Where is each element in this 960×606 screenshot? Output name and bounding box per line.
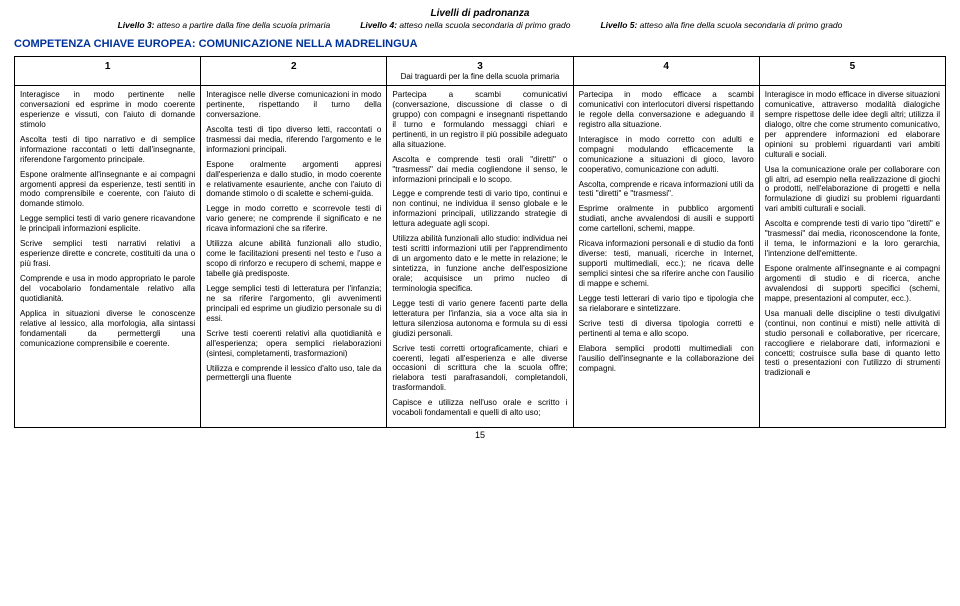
- header-title: Livelli di padronanza: [14, 8, 946, 19]
- page-number: 15: [14, 430, 946, 440]
- paragraph: Ascolta testi di tipo diverso letti, rac…: [206, 125, 381, 155]
- paragraph: Capisce e utilizza nell'uso orale e scri…: [392, 398, 567, 418]
- paragraph: Scrive testi corretti ortograficamente, …: [392, 344, 567, 394]
- paragraph: Usa la comunicazione orale per collabora…: [765, 165, 940, 215]
- paragraph: Legge testi letterari di vario tipo e ti…: [579, 294, 754, 314]
- paragraph: Applica in situazioni diverse le conosce…: [20, 309, 195, 349]
- paragraph: Interagisce in modo efficace in diverse …: [765, 90, 940, 160]
- paragraph: Legge semplici testi di letteratura per …: [206, 284, 381, 324]
- paragraph: Espone oralmente all'insegnante e ai com…: [20, 170, 195, 210]
- paragraph: Ascolta e comprende testi orali "diretti…: [392, 155, 567, 185]
- paragraph: Partecipa a scambi comunicativi (convers…: [392, 90, 567, 150]
- table-row: Interagisce in modo pertinente nelle con…: [15, 86, 946, 428]
- paragraph: Espone oralmente all'insegnante e ai com…: [765, 264, 940, 304]
- header: Livelli di padronanza Livello 3: atteso …: [14, 8, 946, 30]
- paragraph: Esprime oralmente in pubblico argomenti …: [579, 204, 754, 234]
- paragraph: Utilizza e comprende il lessico d'alto u…: [206, 364, 381, 384]
- rubric-table: 1 2 3Dai traguardi per la fine della scu…: [14, 56, 946, 428]
- paragraph: Ascolta, comprende e ricava informazioni…: [579, 180, 754, 200]
- level-3: Livello 3: atteso a partire dalla fine d…: [118, 20, 331, 30]
- paragraph: Ascolta testi di tipo narrativo e di sem…: [20, 135, 195, 165]
- col-header-4: 4: [573, 57, 759, 86]
- paragraph: Utilizza abilità funzionali allo studio:…: [392, 234, 567, 294]
- level-4: Livello 4: atteso nella scuola secondari…: [360, 20, 570, 30]
- paragraph: Utilizza alcune abilità funzionali allo …: [206, 239, 381, 279]
- competenza-title: COMPETENZA CHIAVE EUROPEA: COMUNICAZIONE…: [14, 38, 946, 50]
- col-header-1: 1: [15, 57, 201, 86]
- cell-5: Interagisce in modo efficace in diverse …: [759, 86, 945, 428]
- cell-4: Partecipa in modo efficace a scambi comu…: [573, 86, 759, 428]
- paragraph: Ricava informazioni personali e di studi…: [579, 239, 754, 289]
- paragraph: Comprende e usa in modo appropriato le p…: [20, 274, 195, 304]
- paragraph: Partecipa in modo efficace a scambi comu…: [579, 90, 754, 130]
- paragraph: Legge in modo corretto e scorrevole test…: [206, 204, 381, 234]
- paragraph: Interagisce in modo pertinente nelle con…: [20, 90, 195, 130]
- paragraph: Scrive testi di diversa tipologia corret…: [579, 319, 754, 339]
- paragraph: Legge e comprende testi di vario tipo, c…: [392, 189, 567, 229]
- col-header-2: 2: [201, 57, 387, 86]
- paragraph: Elabora semplici prodotti multimediali c…: [579, 344, 754, 374]
- cell-1: Interagisce in modo pertinente nelle con…: [15, 86, 201, 428]
- col-header-5: 5: [759, 57, 945, 86]
- paragraph: Espone oralmente argomenti appresi dall'…: [206, 160, 381, 200]
- cell-3: Partecipa a scambi comunicativi (convers…: [387, 86, 573, 428]
- level-5: Livello 5: atteso alla fine della scuola…: [600, 20, 842, 30]
- paragraph: Legge testi di vario genere facenti part…: [392, 299, 567, 339]
- paragraph: Interagisce nelle diverse comunicazioni …: [206, 90, 381, 120]
- col-header-3: 3Dai traguardi per la fine della scuola …: [387, 57, 573, 86]
- paragraph: Scrive testi coerenti relativi alla quot…: [206, 329, 381, 359]
- paragraph: Usa manuali delle discipline o testi div…: [765, 309, 940, 379]
- header-levels: Livello 3: atteso a partire dalla fine d…: [14, 20, 946, 30]
- paragraph: Scrive semplici testi narrativi relativi…: [20, 239, 195, 269]
- paragraph: Legge semplici testi di vario genere ric…: [20, 214, 195, 234]
- table-header-row: 1 2 3Dai traguardi per la fine della scu…: [15, 57, 946, 86]
- cell-2: Interagisce nelle diverse comunicazioni …: [201, 86, 387, 428]
- paragraph: Interagisce in modo corretto con adulti …: [579, 135, 754, 175]
- paragraph: Ascolta e comprende testi di vario tipo …: [765, 219, 940, 259]
